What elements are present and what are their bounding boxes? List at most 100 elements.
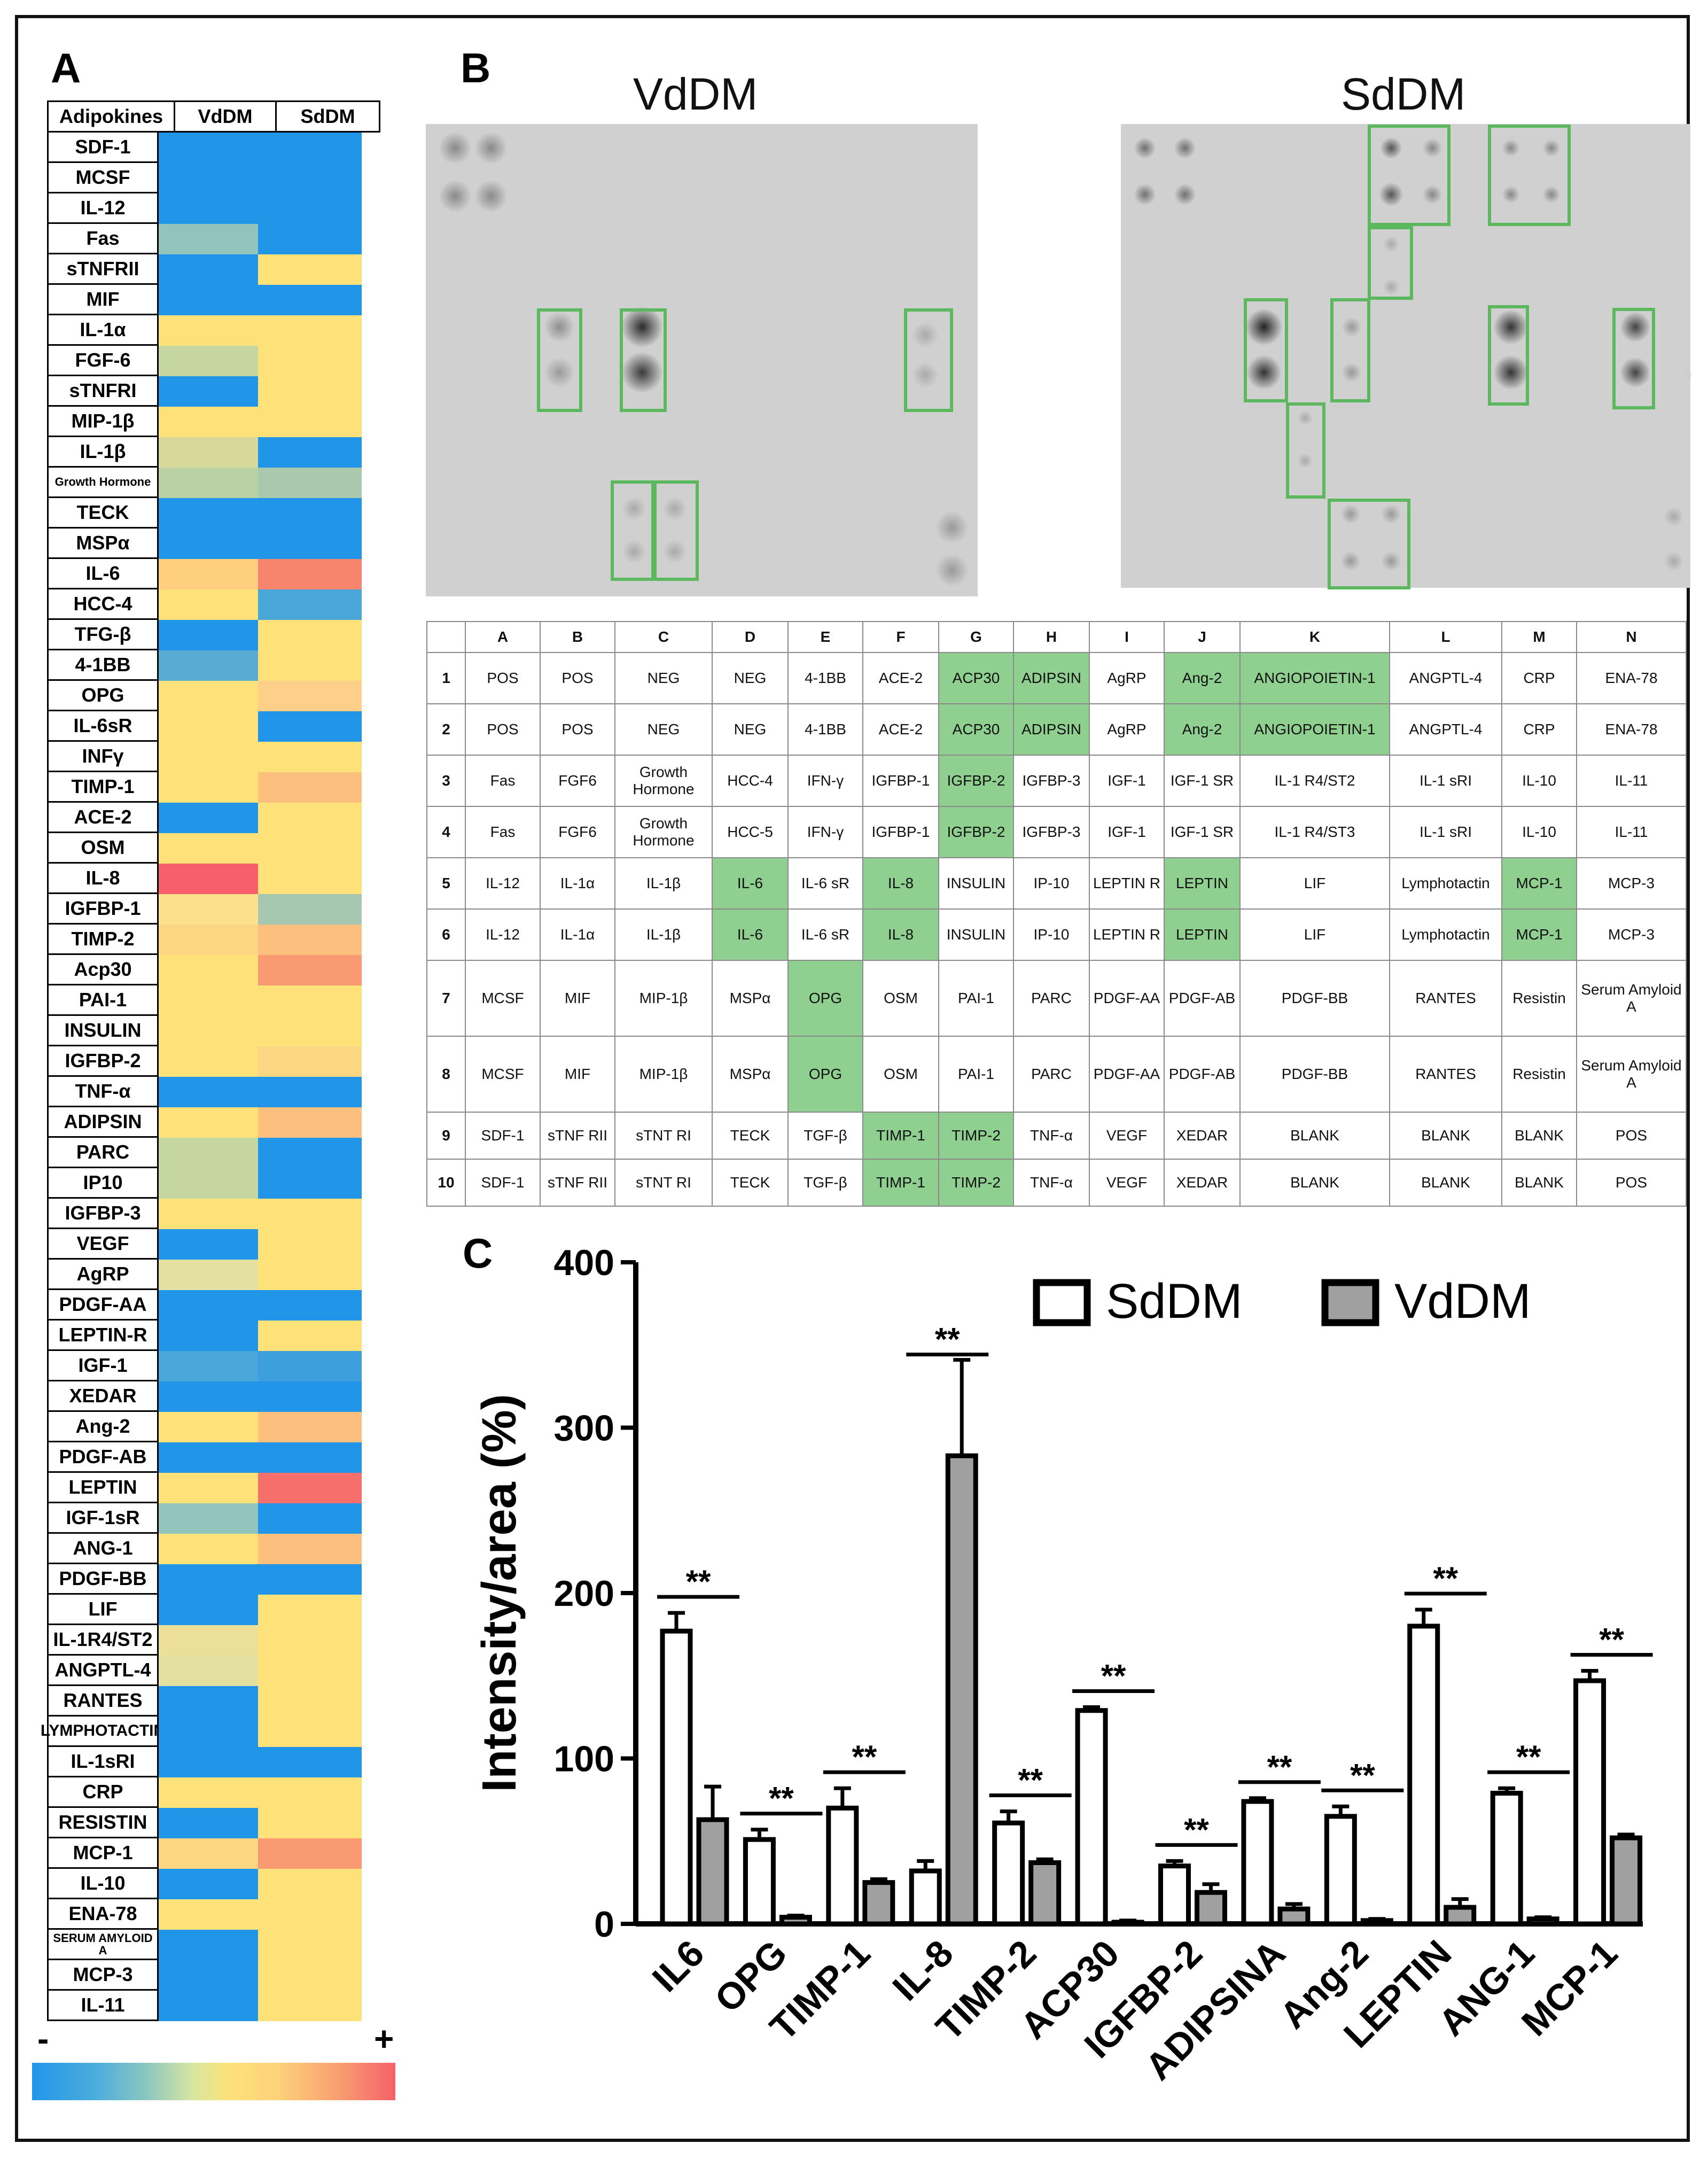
- array-cell: XEDAR: [1164, 1112, 1241, 1160]
- heatmap-header: Adipokines VdDM SdDM: [47, 100, 380, 133]
- highlight-box: [1368, 125, 1450, 226]
- blot-spot: [1341, 552, 1360, 571]
- blot-spot: [663, 540, 687, 563]
- heatmap-cell-vddm: [159, 589, 258, 620]
- bar-vddm: [1277, 1906, 1311, 1927]
- array-cell: RANTES: [1389, 960, 1502, 1037]
- array-cell: PARC: [1013, 1036, 1090, 1113]
- heatmap-cell-vddm: [159, 833, 258, 864]
- heatmap-row-label: TNF-α: [47, 1077, 159, 1107]
- heatmap-row: MCSF: [47, 163, 362, 193]
- heatmap-cell-sddm: [258, 1991, 362, 2021]
- heatmap-cell-sddm: [258, 1960, 362, 1991]
- blot-spot: [439, 132, 471, 164]
- heatmap-row: IGFBP-3: [47, 1199, 362, 1229]
- heatmap-cell-sddm: [258, 833, 362, 864]
- heatmap-row-label: TIMP-2: [47, 925, 159, 955]
- array-cell: INSULIN: [938, 908, 1014, 961]
- heatmap-cell-vddm: [159, 1808, 258, 1838]
- heatmap-cell-sddm: [258, 589, 362, 620]
- array-cell: AgRP: [1089, 652, 1165, 704]
- array-cell: IL-6: [712, 908, 789, 961]
- heatmap-row-label: PDGF-AB: [47, 1442, 159, 1473]
- blot-spot: [1298, 453, 1313, 468]
- heatmap-row: IL-1β: [47, 437, 362, 468]
- heatmap-row: OSM: [47, 833, 362, 864]
- array-cell: IL-6 sR: [787, 857, 863, 910]
- heatmap-cell-sddm: [258, 559, 362, 589]
- panel-label-c: C: [463, 1230, 493, 1277]
- array-row-number: 9: [426, 1112, 466, 1160]
- heatmap-cell-vddm: [159, 742, 258, 772]
- heatmap-row: MCP-1: [47, 1838, 362, 1869]
- heatmap-row-label: sTNFRI: [47, 376, 159, 407]
- heatmap-cell-sddm: [258, 1656, 362, 1686]
- blot-spot: [622, 352, 662, 393]
- heatmap-cell-sddm: [258, 1016, 362, 1046]
- array-cell: ANGIOPOIETIN-1: [1239, 652, 1390, 704]
- heatmap-cell-vddm: [159, 1838, 258, 1869]
- bar-sddm: [1241, 1799, 1274, 1927]
- array-cell: AgRP: [1089, 703, 1165, 756]
- array-cell: OPG: [787, 1036, 863, 1113]
- array-cell: LIF: [1239, 908, 1390, 961]
- panel-label-b: B: [461, 44, 491, 91]
- heatmap-cell-vddm: [159, 1077, 258, 1107]
- heatmap-row: ANG-1: [47, 1534, 362, 1564]
- blot-spot: [1247, 355, 1281, 390]
- highlight-box: [611, 480, 654, 581]
- significance-label: **: [1516, 1739, 1541, 1775]
- heatmap-cell-sddm: [258, 407, 362, 437]
- blot-spot: [1664, 552, 1683, 571]
- highlight-box: [1330, 298, 1370, 402]
- heatmap-cell-vddm: [159, 376, 258, 407]
- array-cell: NEG: [614, 703, 713, 756]
- heatmap-row-label: VEGF: [47, 1229, 159, 1260]
- array-cell: IGF-1 SR: [1164, 806, 1241, 858]
- array-cell: IGFBP-2: [938, 806, 1014, 858]
- heatmap-row-label: PDGF-BB: [47, 1564, 159, 1595]
- array-cell: 4-1BB: [787, 703, 863, 756]
- array-cell: IL-1 sRI: [1389, 806, 1502, 858]
- array-cell: PARC: [1013, 960, 1090, 1037]
- heatmap-cell-sddm: [258, 772, 362, 803]
- array-cell: Serum Amyloid A: [1576, 1036, 1687, 1113]
- heatmap-cell-sddm: [258, 315, 362, 346]
- heatmap-cell-sddm: [258, 1503, 362, 1534]
- highlight-box: [904, 308, 953, 412]
- heatmap-row-label: LEPTIN: [47, 1473, 159, 1503]
- heatmap-cell-sddm: [258, 681, 362, 711]
- blot-spot: [439, 180, 471, 212]
- heatmap-row-label: IL-1β: [47, 437, 159, 468]
- heatmap-cell-sddm: [258, 1686, 362, 1717]
- heatmap-cell-vddm: [159, 437, 258, 468]
- array-cell: sTNT RI: [614, 1112, 713, 1160]
- array-cell: MCP-1: [1501, 908, 1577, 961]
- heatmap-row-label: IL-1α: [47, 315, 159, 346]
- array-cell: POS: [540, 703, 615, 756]
- array-cell: BLANK: [1239, 1112, 1390, 1160]
- y-axis-label: Intensity/area (%): [473, 1394, 526, 1792]
- array-cell: IL-11: [1576, 806, 1687, 858]
- heatmap-cell-vddm: [159, 559, 258, 589]
- array-cell: TIMP-1: [862, 1159, 939, 1207]
- heatmap-cell-sddm: [258, 1564, 362, 1595]
- heatmap-cell-sddm: [258, 894, 362, 925]
- array-cell: CRP: [1501, 703, 1577, 756]
- blot-spot: [1342, 317, 1361, 337]
- heatmap-row: SDF-1: [47, 133, 362, 163]
- array-cell: OSM: [862, 960, 939, 1037]
- blot-spot: [1383, 279, 1399, 295]
- heatmap-cell-vddm: [159, 193, 258, 224]
- bar-vddm: [696, 1817, 729, 1927]
- heatmap-row-label: IL-1sRI: [47, 1747, 159, 1777]
- bar-vddm: [1444, 1905, 1477, 1927]
- array-column-header: A: [465, 621, 541, 653]
- blot-spot: [913, 322, 938, 348]
- array-column-header: E: [787, 621, 863, 653]
- bar-sddm: [743, 1837, 776, 1927]
- heatmap-row-label: MCSF: [47, 163, 159, 193]
- blot-spot: [1298, 410, 1313, 425]
- array-cell: HCC-5: [712, 806, 789, 858]
